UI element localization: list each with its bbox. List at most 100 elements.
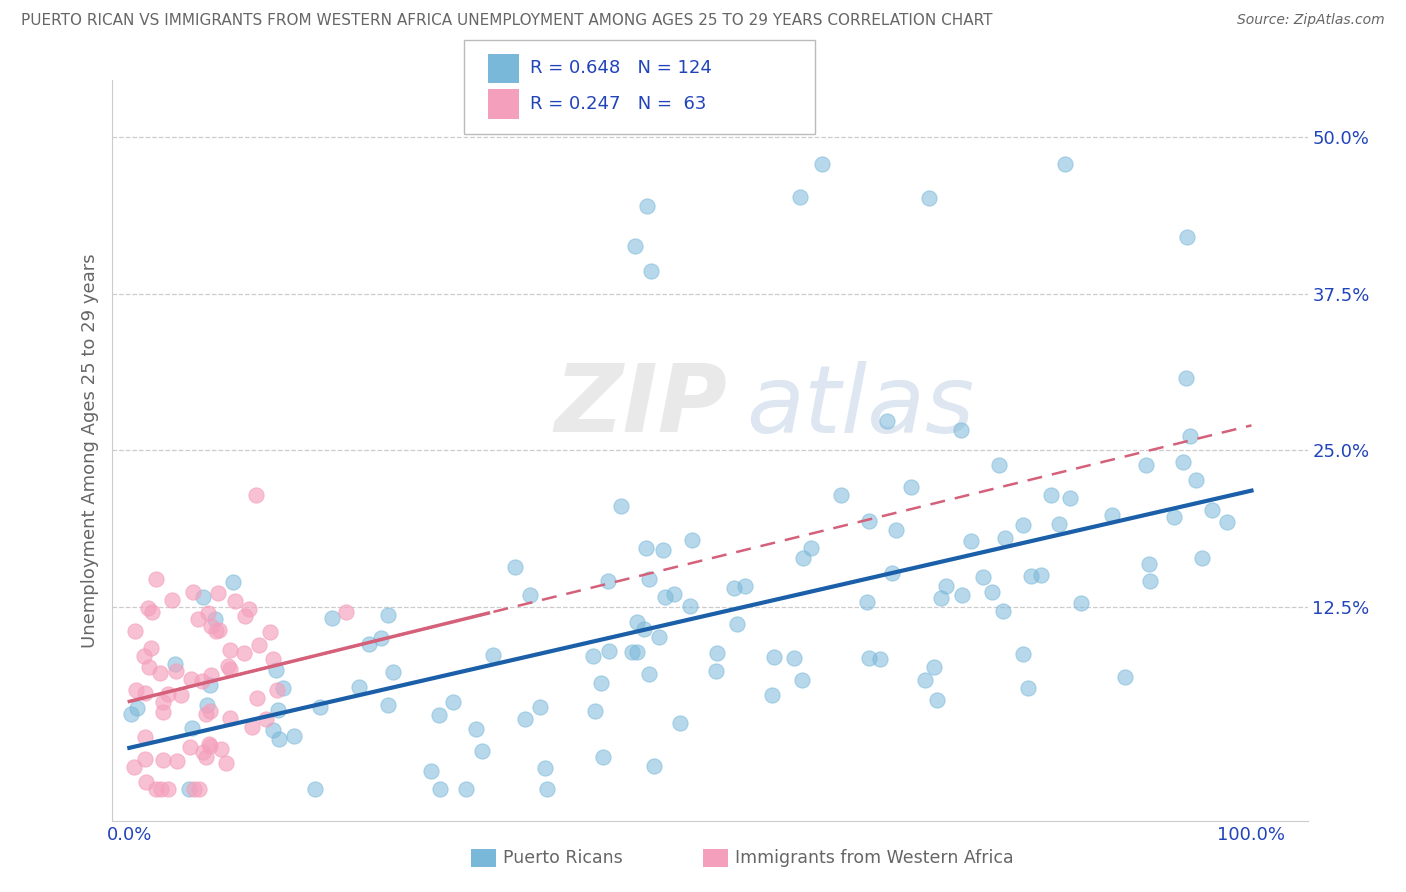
Point: [1175, 371, 1198, 385]
Point: [1201, 503, 1223, 517]
Point: [441, 695, 464, 709]
Point: [200, 619, 222, 633]
Point: [792, 673, 814, 688]
Point: [321, 611, 343, 625]
Point: [219, 642, 242, 657]
Point: [1039, 487, 1062, 501]
Point: [664, 587, 686, 601]
Point: [1012, 647, 1035, 661]
Point: [1047, 516, 1070, 531]
Point: [160, 593, 183, 607]
Point: [783, 651, 806, 665]
Point: [1184, 473, 1206, 487]
Point: [132, 648, 155, 663]
Point: [1101, 508, 1123, 522]
Point: [1114, 670, 1136, 684]
Point: [266, 683, 288, 698]
Point: [482, 648, 505, 662]
Point: [761, 688, 783, 702]
Point: [519, 588, 541, 602]
Point: [156, 782, 179, 797]
Point: [789, 190, 811, 204]
Point: [267, 703, 290, 717]
Point: [456, 782, 478, 797]
Point: [134, 752, 156, 766]
Point: [127, 700, 149, 714]
Point: [704, 664, 727, 678]
Point: [669, 715, 692, 730]
Point: [429, 782, 451, 797]
Point: [503, 560, 526, 574]
Point: [222, 575, 245, 590]
Point: [377, 698, 399, 712]
Text: ZIP: ZIP: [554, 360, 727, 452]
Point: [626, 645, 648, 659]
Point: [929, 591, 952, 606]
Point: [830, 488, 852, 502]
Point: [180, 722, 202, 736]
Point: [183, 782, 205, 797]
Point: [464, 722, 486, 736]
Point: [652, 542, 675, 557]
Point: [245, 488, 267, 502]
Point: [283, 729, 305, 743]
Point: [993, 531, 1015, 545]
Point: [198, 739, 221, 753]
Point: [1059, 491, 1081, 505]
Text: Puerto Ricans: Puerto Ricans: [503, 849, 623, 867]
Point: [583, 704, 606, 718]
Point: [1163, 510, 1185, 524]
Point: [858, 514, 880, 528]
Point: [211, 742, 233, 756]
Point: [638, 666, 661, 681]
Point: [679, 599, 702, 614]
Point: [187, 782, 209, 797]
Point: [633, 622, 655, 636]
Point: [1191, 551, 1213, 566]
Point: [207, 586, 229, 600]
Point: [589, 676, 612, 690]
Point: [152, 753, 174, 767]
Point: [922, 659, 945, 673]
Point: [950, 588, 973, 602]
Point: [1139, 557, 1161, 571]
Point: [610, 499, 633, 513]
Point: [141, 605, 163, 619]
Text: atlas: atlas: [747, 360, 974, 451]
Point: [198, 678, 221, 692]
Point: [215, 756, 238, 770]
Point: [987, 458, 1010, 473]
Point: [193, 591, 215, 605]
Y-axis label: Unemployment Among Ages 25 to 29 years: Unemployment Among Ages 25 to 29 years: [80, 253, 98, 648]
Point: [180, 672, 202, 686]
Point: [918, 191, 941, 205]
Point: [181, 585, 204, 599]
Text: Source: ZipAtlas.com: Source: ZipAtlas.com: [1237, 13, 1385, 28]
Point: [856, 594, 879, 608]
Point: [1135, 458, 1157, 473]
Point: [149, 665, 172, 680]
Point: [122, 760, 145, 774]
Point: [308, 699, 330, 714]
Point: [335, 605, 357, 619]
Point: [152, 696, 174, 710]
Point: [165, 664, 187, 678]
Point: [536, 782, 558, 797]
Point: [145, 782, 167, 797]
Point: [949, 423, 972, 437]
Point: [624, 239, 647, 253]
Point: [124, 682, 146, 697]
Point: [596, 574, 619, 589]
Point: [1070, 596, 1092, 610]
Point: [800, 541, 823, 556]
Point: [734, 579, 756, 593]
Point: [208, 624, 231, 638]
Point: [592, 749, 614, 764]
Point: [217, 659, 239, 673]
Point: [621, 645, 644, 659]
Point: [640, 263, 662, 277]
Text: PUERTO RICAN VS IMMIGRANTS FROM WESTERN AFRICA UNEMPLOYMENT AMONG AGES 25 TO 29 : PUERTO RICAN VS IMMIGRANTS FROM WESTERN …: [21, 13, 993, 29]
Point: [792, 550, 814, 565]
Point: [626, 615, 648, 629]
Point: [419, 764, 441, 778]
